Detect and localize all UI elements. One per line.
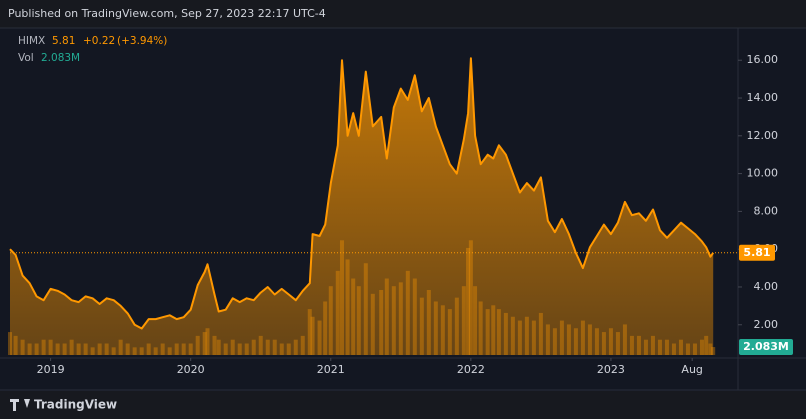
legend: HIMX 5.81 +0.22 (+3.94%) Vol 2.083M <box>18 35 167 64</box>
change-pct: (+3.94%) <box>117 35 167 47</box>
brand: TradingView <box>10 398 117 412</box>
x-tick-label: 2019 <box>37 363 65 376</box>
y-tick-label: 8.00 <box>754 204 779 217</box>
last-volume-tag <box>739 339 793 355</box>
y-tick-label: 12.00 <box>747 129 779 142</box>
y-tick-label: 16.00 <box>747 53 779 66</box>
x-tick-label: 2023 <box>597 363 625 376</box>
x-tick-label: 2020 <box>177 363 205 376</box>
area-fill <box>10 58 714 356</box>
last-price-tag <box>739 244 775 261</box>
price-line <box>9 57 715 330</box>
logo <box>10 399 30 411</box>
brand-name: TradingView <box>34 398 117 412</box>
last-volume-label: 2.083M <box>743 340 789 353</box>
y-tick-label: 4.00 <box>754 280 779 293</box>
price: 5.81 <box>52 35 75 47</box>
volume-name: Vol <box>18 52 34 64</box>
symbol: HIMX <box>18 35 45 47</box>
y-tick-label: 10.00 <box>747 167 779 180</box>
change: +0.22 <box>83 35 115 47</box>
x-tick-label: 2022 <box>457 363 485 376</box>
x-tick-label: Aug <box>681 363 702 376</box>
volume-value: 2.083M <box>41 52 80 64</box>
bottom-bar <box>0 391 806 419</box>
last-price-label: 5.81 <box>743 246 770 259</box>
x-tick-label: 2021 <box>317 363 345 376</box>
top-bar <box>0 0 806 28</box>
y-tick-label: 2.00 <box>754 318 779 331</box>
y-tick-label: 14.00 <box>747 91 779 104</box>
published: Published on TradingView.com, Sep 27, 20… <box>8 7 326 20</box>
